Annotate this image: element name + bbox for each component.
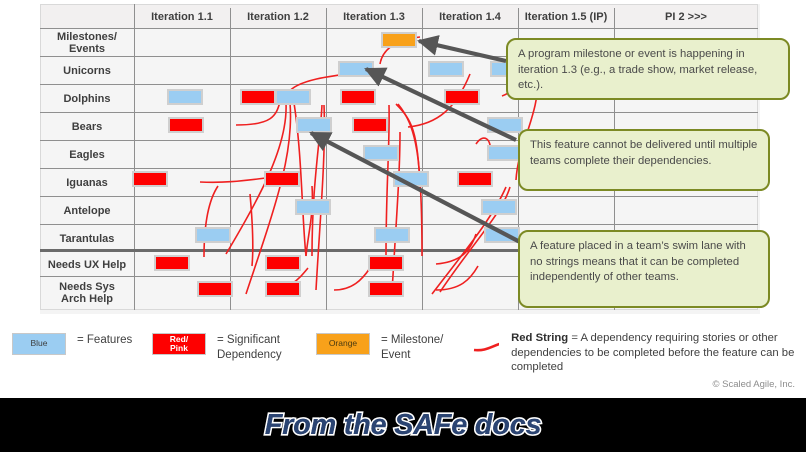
svg-text:Iteration 1.2: Iteration 1.2 xyxy=(247,11,309,23)
card-dependency xyxy=(368,281,404,297)
svg-text:Iteration 1.4: Iteration 1.4 xyxy=(439,11,502,23)
card-feature xyxy=(295,199,331,215)
independent-callout: A feature placed in a team’s swim lane w… xyxy=(518,230,770,308)
legend-chip-orange: Orange xyxy=(316,333,370,355)
card-dependency xyxy=(457,171,493,187)
red-string-icon xyxy=(473,342,500,352)
legend-string-text: = A dependency requiring stories or othe… xyxy=(511,332,795,373)
card-dependency xyxy=(197,281,233,297)
arrow-to-independent xyxy=(309,131,521,244)
legend-chip-red-line1: Red/ xyxy=(169,333,189,344)
svg-text:Needs Sys: Needs Sys xyxy=(59,281,115,293)
legend-label-red: = Significant Dependency xyxy=(217,334,282,361)
card-dependency xyxy=(168,117,204,133)
card-dependency xyxy=(264,171,300,187)
svg-text:Needs UX Help: Needs UX Help xyxy=(48,259,127,271)
svg-text:Unicorns: Unicorns xyxy=(63,65,111,77)
banner-text: From the SAFe docs xyxy=(264,408,542,441)
svg-text:Eagles: Eagles xyxy=(69,149,104,161)
card-dependency xyxy=(265,255,301,271)
legend-label-blue: = Features xyxy=(77,334,133,346)
card-feature xyxy=(428,61,464,77)
legend-item-string: Red String = A dependency requiring stor… xyxy=(470,331,806,375)
svg-text:Iteration 1.1: Iteration 1.1 xyxy=(151,11,213,23)
svg-text:Tarantulas: Tarantulas xyxy=(60,233,115,245)
legend-label-string: Red String = A dependency requiring stor… xyxy=(511,331,806,375)
card-dependency xyxy=(352,117,388,133)
card-milestone[interactable] xyxy=(381,32,417,48)
card-feature xyxy=(296,117,332,133)
milestone-callout: A program milestone or event is happenin… xyxy=(506,38,790,100)
card-dependency xyxy=(340,89,376,105)
card-feature xyxy=(275,89,311,105)
bottom-banner: From the SAFe docs From the SAFe docs xyxy=(0,398,806,452)
legend-chip-red-line2: Pink xyxy=(170,343,188,353)
svg-text:PI 2 >>>: PI 2 >>> xyxy=(665,11,707,23)
copyright-notice: © Scaled Agile, Inc. xyxy=(712,379,795,390)
banner-text-outline: From the SAFe docs xyxy=(263,407,543,442)
arrow-to-dependency xyxy=(364,67,517,142)
card-feature xyxy=(195,227,231,243)
legend-item-blue: Blue = Features xyxy=(12,333,132,355)
card-feature xyxy=(481,199,517,215)
legend-label-orange: = Milestone/ Event xyxy=(381,334,444,361)
arrow-to-milestone xyxy=(416,35,507,64)
legend-item-orange: Orange = Milestone/ Event xyxy=(316,333,443,362)
legend-string-title: Red String xyxy=(511,332,569,344)
svg-text:Dolphins: Dolphins xyxy=(63,93,110,105)
svg-text:Events: Events xyxy=(69,43,105,55)
svg-text:Antelope: Antelope xyxy=(63,205,110,217)
card-feature xyxy=(374,227,410,243)
dependency-callout: This feature cannot be delivered until m… xyxy=(518,129,770,191)
legend-item-red: Red/ Pink = Significant Dependency xyxy=(152,333,282,362)
legend: Blue = Features Red/ Pink = Significant … xyxy=(0,325,806,393)
card-feature xyxy=(363,145,399,161)
legend-chip-blue: Blue xyxy=(12,333,66,355)
card-feature xyxy=(167,89,203,105)
svg-text:Arch Help: Arch Help xyxy=(61,293,113,305)
svg-text:Iteration 1.3: Iteration 1.3 xyxy=(343,11,405,23)
card-dependency xyxy=(444,89,480,105)
svg-text:Milestones/: Milestones/ xyxy=(57,31,117,43)
svg-text:Iteration 1.5 (IP): Iteration 1.5 (IP) xyxy=(525,11,608,23)
card-dependency xyxy=(368,255,404,271)
card-dependency xyxy=(265,281,301,297)
svg-text:Iguanas: Iguanas xyxy=(66,177,108,189)
card-dependency xyxy=(132,171,168,187)
card-dependency xyxy=(154,255,190,271)
svg-text:Bears: Bears xyxy=(72,121,103,133)
legend-chip-red: Red/ Pink xyxy=(152,333,206,355)
